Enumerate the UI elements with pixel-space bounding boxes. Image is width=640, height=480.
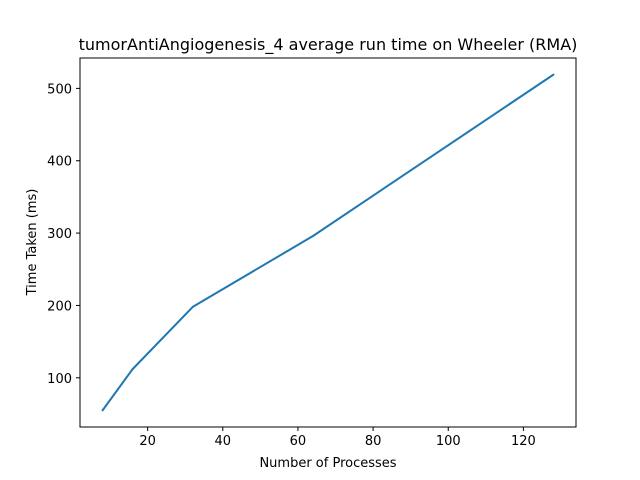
data-point (131, 368, 134, 371)
data-point (191, 305, 194, 308)
x-tick-label: 60 (290, 434, 307, 449)
plot-frame (79, 57, 577, 428)
x-tick-label: 100 (436, 434, 461, 449)
y-axis-ticks: 100 200 300 400 500 (47, 82, 80, 387)
y-tick-label: 500 (47, 82, 72, 97)
x-tick-label: 20 (139, 434, 156, 449)
x-tick-label: 80 (365, 434, 382, 449)
data-point (101, 409, 104, 412)
plot-area: 20 40 60 80 100 120 100 200 300 400 500 (47, 57, 577, 449)
y-tick-label: 200 (47, 299, 72, 314)
x-axis-ticks: 20 40 60 80 100 120 (139, 427, 536, 449)
data-point (552, 73, 555, 76)
series-line (101, 73, 555, 411)
chart-title: tumorAntiAngiogenesis_4 average run time… (79, 35, 578, 55)
y-tick-label: 400 (47, 155, 72, 170)
y-tick-label: 300 (47, 227, 72, 242)
series-layer (101, 73, 555, 412)
x-tick-label: 120 (511, 434, 536, 449)
data-point (311, 234, 314, 237)
x-tick-label: 40 (215, 434, 232, 449)
y-axis-label: Time Taken (ms) (25, 189, 40, 297)
x-axis-label: Number of Processes (259, 456, 396, 471)
y-tick-label: 100 (47, 372, 72, 387)
